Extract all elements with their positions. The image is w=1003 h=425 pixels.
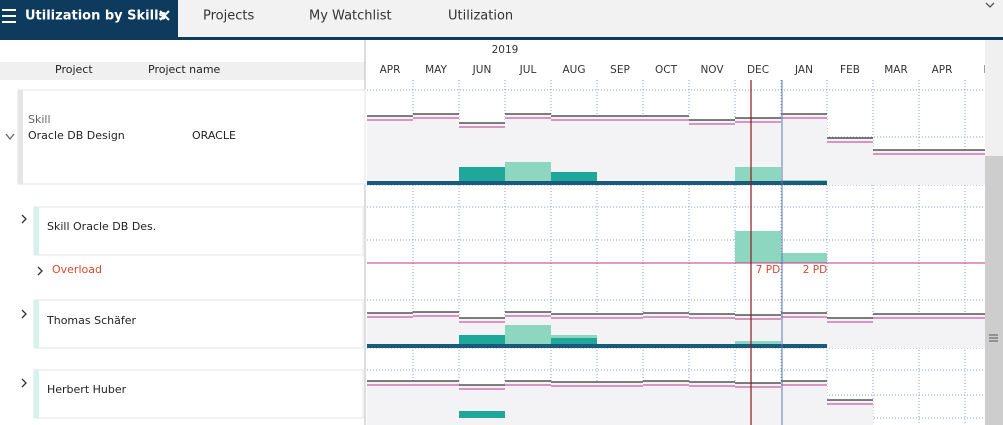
utilization-bar [505,162,551,181]
utilization-bar [735,231,781,263]
row-marker [18,90,23,184]
row-label: Oracle DB Design [28,129,125,142]
capacity-block [367,116,413,185]
overload-label: Overload [52,263,102,276]
capacity-block [781,313,827,348]
capacity-block [367,313,413,348]
column-header[interactable]: Project name [148,63,221,76]
close-icon[interactable] [159,10,170,21]
utilization-bar [781,253,827,263]
capacity-block [505,381,551,425]
row-panel [33,299,364,349]
utilization-bar [551,172,597,181]
row-label: Skill Oracle DB Des. [47,220,156,233]
capacity-block [965,150,985,185]
capacity-block [689,120,735,185]
year-label: 2019 [492,44,519,56]
capacity-block [413,312,459,348]
row-type: Skill [28,113,51,126]
timeline: APRMAYJUNJULAUGSEPOCTNOVDECJANFEBMARAPRM… [367,64,993,425]
capacity-block [367,381,413,425]
month-label: DEC [747,64,769,76]
tab-label[interactable]: Projects [203,9,254,24]
capacity-block [781,381,827,425]
month-label: NOV [700,64,724,76]
month-label: APR [932,64,953,76]
menu-icon[interactable] [2,9,16,23]
capacity-block [597,116,643,185]
capacity-block [827,138,873,185]
month-label: APR [380,64,401,76]
expand-icon[interactable] [37,266,43,276]
collapse-icon[interactable] [5,133,15,141]
month-label: SEP [610,64,630,76]
row-label: Thomas Schäfer [46,314,136,327]
capacity-block [643,116,689,185]
capacity-block [643,381,689,425]
row-marker [34,300,39,348]
capacity-block [873,314,919,348]
tab-label[interactable]: Utilization by Skills [25,9,167,24]
month-label: MAY [425,64,447,76]
month-label: AUG [562,64,585,76]
month-label: FEB [840,64,860,76]
capacity-block [965,314,985,348]
capacity-block [597,314,643,348]
capacity-block [735,383,781,425]
capacity-block [413,381,459,425]
tab-label[interactable]: Utilization [448,9,513,24]
month-label: MAR [884,64,908,76]
capacity-block [919,314,965,348]
tabs-dropdown[interactable] [985,2,995,8]
capacity-block [597,382,643,425]
row-label: Herbert Huber [47,383,127,396]
overload-value: 2 PD [803,264,827,276]
utilization-bar [459,167,505,181]
tab-underline [0,37,1003,40]
project-name: ORACLE [192,129,236,142]
capacity-block [459,385,505,425]
row-panel [33,369,364,419]
baseline-bar [367,181,827,185]
scrollbar-thumb[interactable] [985,156,1003,425]
month-label: OCT [655,64,678,76]
row-panel [33,206,364,256]
row-panel [17,89,366,185]
capacity-block [827,318,873,348]
expand-icon[interactable] [21,214,27,224]
baseline-bar [367,344,827,348]
utilization-bar [735,341,781,344]
capacity-block [413,114,459,185]
column-header[interactable]: Project [55,63,93,76]
capacity-block [551,382,597,425]
scrollbar-grip [989,334,998,342]
capacity-block [919,150,965,185]
capacity-block [873,150,919,185]
utilization-bar [459,335,505,344]
utilization-bar [735,167,781,181]
row-marker [34,207,39,255]
capacity-block [643,313,689,348]
overload-value: 7 PD [756,264,780,276]
utilization-bar [505,325,551,344]
month-label: JUL [519,64,537,76]
expand-icon[interactable] [21,309,27,319]
active-tab[interactable] [0,0,178,37]
capacity-block [781,114,827,185]
table-header [0,62,365,80]
row-marker [34,370,39,418]
expand-icon[interactable] [21,378,27,388]
capacity-block [689,382,735,425]
tab-label[interactable]: My Watchlist [309,9,392,24]
month-label: JUN [472,64,492,76]
capacity-block [689,314,735,348]
utilization-bar [459,411,505,418]
utilization-bar [551,335,597,344]
utilization-bar [551,335,597,338]
month-label: JAN [794,64,813,76]
